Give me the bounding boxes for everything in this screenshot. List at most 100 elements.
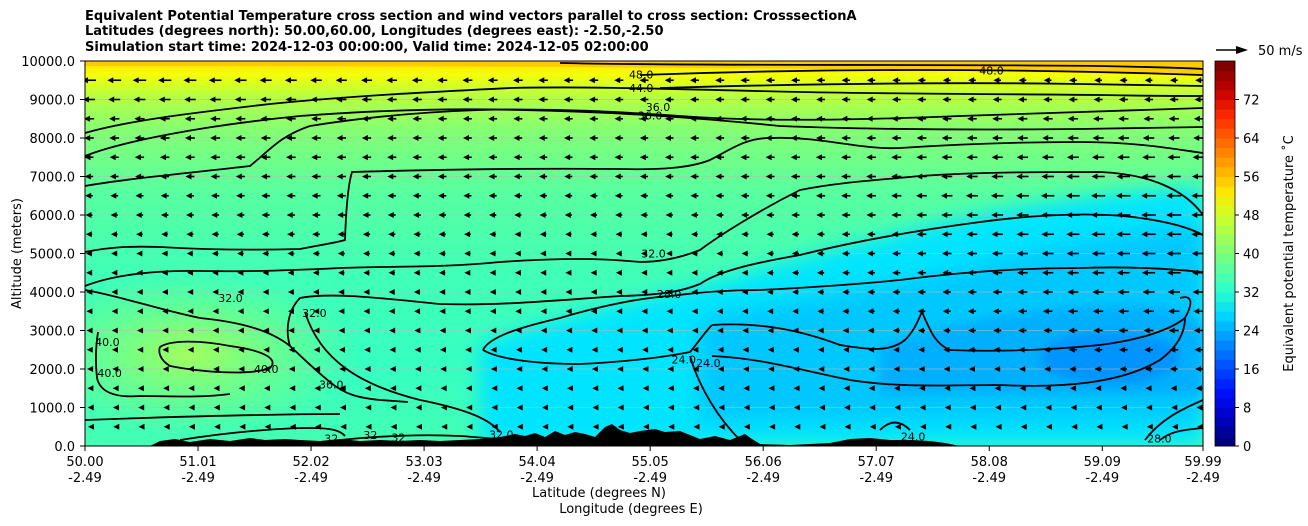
wind-vector [441, 423, 448, 430]
wind-vector [940, 192, 953, 199]
wind-vector [210, 115, 221, 122]
wind-vector [464, 289, 471, 295]
wind-vector [363, 250, 370, 257]
wind-vector [590, 250, 597, 257]
wind-vector [488, 173, 497, 180]
wind-vector [214, 423, 221, 430]
wind-vector [336, 192, 346, 199]
wind-vector [790, 96, 800, 103]
wind-vector [740, 115, 750, 122]
y-tick-label: 3000.0 [30, 325, 76, 340]
wind-vector [209, 96, 221, 103]
wind-vector [414, 327, 421, 334]
wind-vector [639, 115, 649, 122]
wind-vector [641, 308, 648, 315]
wind-vector [1143, 327, 1154, 334]
wind-vector [690, 154, 699, 161]
wind-vector [666, 250, 673, 257]
wind-vector [1042, 135, 1054, 141]
wind-vector [1119, 346, 1128, 353]
wind-vector [238, 346, 245, 353]
wind-vector [1167, 289, 1180, 295]
wind-vector [941, 135, 952, 141]
wind-vector [160, 192, 169, 199]
colorbar-segment [1215, 301, 1235, 312]
wind-vector [541, 404, 548, 411]
wind-vector [790, 192, 800, 199]
wind-vector [716, 308, 723, 315]
wind-vector [286, 212, 295, 218]
wind-vector [639, 135, 649, 141]
wind-vector [968, 327, 976, 334]
wind-vector [743, 385, 750, 392]
wind-vector [992, 308, 1002, 315]
wind-vector [1094, 366, 1102, 372]
wind-vector [414, 308, 421, 315]
wind-vector [967, 308, 977, 315]
wind-vector [262, 289, 269, 295]
wind-vector [1170, 385, 1177, 392]
wind-vector [1020, 404, 1027, 411]
wind-vector [186, 231, 194, 238]
wind-vector [412, 135, 422, 141]
wind-vector [163, 385, 170, 392]
wind-vector [941, 154, 952, 161]
wind-vector [111, 308, 118, 315]
wind-vector [566, 366, 573, 372]
wind-vector [740, 173, 750, 180]
contour-label: 48.0 [629, 68, 654, 81]
wind-vector [916, 135, 927, 141]
wind-vector [642, 366, 649, 372]
wind-vector [691, 308, 698, 315]
wind-vector [690, 96, 699, 103]
wind-vector [1042, 308, 1053, 315]
colorbar-segment [1215, 311, 1235, 322]
wind-vector [185, 192, 195, 199]
wind-vector [564, 192, 573, 199]
x-axis-label-latitude: Latitude (degrees N) [532, 486, 666, 501]
wind-vector [161, 250, 168, 257]
wind-vector [1017, 135, 1028, 141]
wind-vector [261, 212, 270, 218]
wind-vector [639, 154, 649, 161]
wind-vector [285, 96, 297, 103]
wind-vector [437, 173, 447, 180]
wind-vector [916, 231, 927, 238]
wind-vector [1044, 366, 1051, 372]
wind-vector [1193, 308, 1203, 315]
wind-vector [1016, 173, 1029, 180]
wind-vector [1192, 154, 1203, 161]
wind-vector [1018, 77, 1027, 84]
wind-vector [86, 327, 93, 334]
wind-vector [1145, 385, 1152, 392]
wind-vector [941, 250, 952, 257]
wind-vector [916, 212, 927, 218]
wind-vector [942, 289, 951, 295]
wind-vector [438, 250, 446, 257]
colorbar-segment [1215, 340, 1235, 351]
wind-vector [313, 308, 320, 315]
wind-vector [489, 308, 496, 315]
wind-vector [1169, 346, 1179, 353]
wind-vector [943, 346, 951, 353]
wind-vector [261, 173, 271, 180]
wind-vector [362, 231, 371, 238]
wind-vector [768, 385, 775, 392]
wind-vector [790, 115, 800, 122]
colorbar-tick-label: 56 [1243, 171, 1260, 186]
wind-vector [539, 173, 548, 180]
wind-vector [1193, 115, 1203, 122]
colorbar-segment [1215, 109, 1235, 120]
wind-vector [1166, 231, 1182, 238]
wind-vector [819, 423, 826, 430]
wind-vector [841, 77, 851, 84]
wind-vector [464, 308, 471, 315]
wind-vector [1141, 212, 1156, 218]
wind-vector [567, 423, 574, 430]
wind-vector [690, 135, 699, 141]
wind-vector [944, 385, 951, 392]
wind-vector [1119, 366, 1127, 372]
wind-vector [614, 115, 624, 122]
wind-vector [85, 173, 94, 180]
wind-vector [892, 77, 901, 84]
